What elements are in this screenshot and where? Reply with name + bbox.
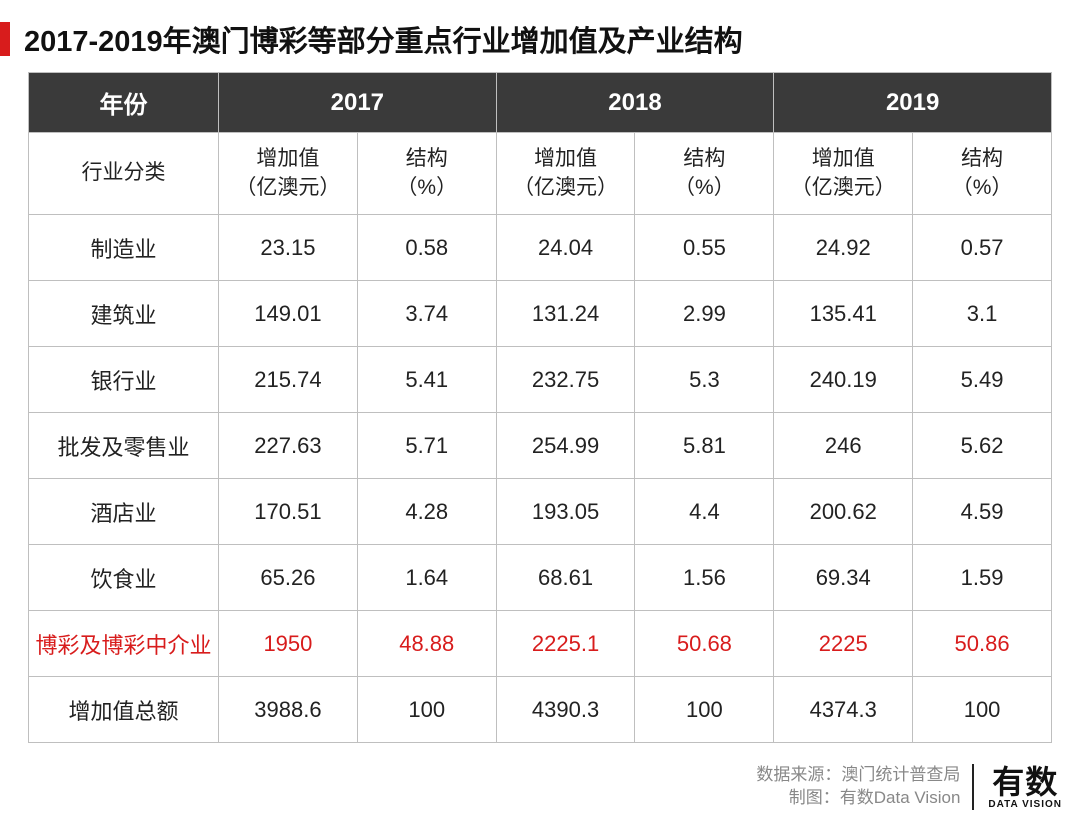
cell: 1.56	[635, 545, 774, 611]
cell: 24.04	[496, 215, 635, 281]
cell: 149.01	[219, 281, 358, 347]
hdr-year-1: 2018	[496, 73, 774, 133]
cell: 0.57	[913, 215, 1052, 281]
cell: 65.26	[219, 545, 358, 611]
footer-text: 数据来源：澳门统计普查局 制图：有数Data Vision	[756, 764, 974, 810]
cell: 1.59	[913, 545, 1052, 611]
cell: 200.62	[774, 479, 913, 545]
cell: 5.49	[913, 347, 1052, 413]
cell: 2.99	[635, 281, 774, 347]
cell: 3.74	[357, 281, 496, 347]
hdr-value-2: 增加值（亿澳元）	[774, 133, 913, 215]
cell: 2225	[774, 611, 913, 677]
cell: 227.63	[219, 413, 358, 479]
cell: 1.64	[357, 545, 496, 611]
cell: 5.71	[357, 413, 496, 479]
row-label: 酒店业	[29, 479, 219, 545]
hdr-value-0: 增加值（亿澳元）	[219, 133, 358, 215]
hdr-value-1: 增加值（亿澳元）	[496, 133, 635, 215]
table-row: 建筑业149.013.74131.242.99135.413.1	[29, 281, 1052, 347]
table-row: 增加值总额3988.61004390.31004374.3100	[29, 677, 1052, 743]
table-header-metrics: 行业分类 增加值（亿澳元） 结构（%） 增加值（亿澳元） 结构（%） 增加值（亿…	[29, 133, 1052, 215]
cell: 135.41	[774, 281, 913, 347]
source-label: 数据来源：	[756, 765, 841, 784]
row-label: 银行业	[29, 347, 219, 413]
cell: 24.92	[774, 215, 913, 281]
cell: 50.68	[635, 611, 774, 677]
cell: 4.4	[635, 479, 774, 545]
row-label: 制造业	[29, 215, 219, 281]
cell: 0.55	[635, 215, 774, 281]
cell: 0.58	[357, 215, 496, 281]
table-row: 制造业23.150.5824.040.5524.920.57	[29, 215, 1052, 281]
hdr-share-2: 结构（%）	[913, 133, 1052, 215]
row-label: 建筑业	[29, 281, 219, 347]
cell: 5.81	[635, 413, 774, 479]
cell: 5.62	[913, 413, 1052, 479]
brand-logo: 有数 DATA VISION	[988, 766, 1062, 810]
cell: 170.51	[219, 479, 358, 545]
hdr-year-0: 2017	[219, 73, 497, 133]
title-bar: 2017-2019年澳门博彩等部分重点行业增加值及产业结构	[0, 0, 1080, 72]
cell: 5.3	[635, 347, 774, 413]
accent-bar	[0, 22, 10, 56]
table-row: 批发及零售业227.635.71254.995.812465.62	[29, 413, 1052, 479]
table-body: 制造业23.150.5824.040.5524.920.57建筑业149.013…	[29, 215, 1052, 743]
table-header-years: 年份 2017 2018 2019	[29, 73, 1052, 133]
row-label: 批发及零售业	[29, 413, 219, 479]
hdr-year-2: 2019	[774, 73, 1052, 133]
hdr-share-1: 结构（%）	[635, 133, 774, 215]
cell: 2225.1	[496, 611, 635, 677]
cell: 1950	[219, 611, 358, 677]
row-label: 增加值总额	[29, 677, 219, 743]
maker-value: 有数Data Vision	[840, 788, 961, 807]
logo-main: 有数	[992, 766, 1058, 798]
cell: 254.99	[496, 413, 635, 479]
cell: 3.1	[913, 281, 1052, 347]
cell: 131.24	[496, 281, 635, 347]
cell: 100	[357, 677, 496, 743]
table-container: 年份 2017 2018 2019 行业分类 增加值（亿澳元） 结构（%） 增加…	[0, 72, 1080, 743]
cell: 4390.3	[496, 677, 635, 743]
row-label: 饮食业	[29, 545, 219, 611]
cell: 100	[913, 677, 1052, 743]
cell: 5.41	[357, 347, 496, 413]
maker-label: 制图：	[789, 788, 840, 807]
table-row: 饮食业65.261.6468.611.5669.341.59	[29, 545, 1052, 611]
hdr-year-label: 年份	[29, 73, 219, 133]
table-row: 酒店业170.514.28193.054.4200.624.59	[29, 479, 1052, 545]
footer: 数据来源：澳门统计普查局 制图：有数Data Vision 有数 DATA VI…	[756, 764, 1062, 810]
cell: 4.28	[357, 479, 496, 545]
hdr-share-0: 结构（%）	[357, 133, 496, 215]
page-title: 2017-2019年澳门博彩等部分重点行业增加值及产业结构	[24, 18, 743, 60]
cell: 193.05	[496, 479, 635, 545]
cell: 240.19	[774, 347, 913, 413]
cell: 232.75	[496, 347, 635, 413]
cell: 246	[774, 413, 913, 479]
table-row: 银行业215.745.41232.755.3240.195.49	[29, 347, 1052, 413]
cell: 4374.3	[774, 677, 913, 743]
logo-sub: DATA VISION	[988, 800, 1062, 810]
cell: 215.74	[219, 347, 358, 413]
source-value: 澳门统计普查局	[841, 765, 960, 784]
cell: 4.59	[913, 479, 1052, 545]
cell: 100	[635, 677, 774, 743]
cell: 23.15	[219, 215, 358, 281]
cell: 3988.6	[219, 677, 358, 743]
table-row: 博彩及博彩中介业195048.882225.150.68222550.86	[29, 611, 1052, 677]
cell: 48.88	[357, 611, 496, 677]
row-label: 博彩及博彩中介业	[29, 611, 219, 677]
cell: 68.61	[496, 545, 635, 611]
hdr-category-label: 行业分类	[29, 133, 219, 215]
cell: 69.34	[774, 545, 913, 611]
cell: 50.86	[913, 611, 1052, 677]
industry-table: 年份 2017 2018 2019 行业分类 增加值（亿澳元） 结构（%） 增加…	[28, 72, 1052, 743]
